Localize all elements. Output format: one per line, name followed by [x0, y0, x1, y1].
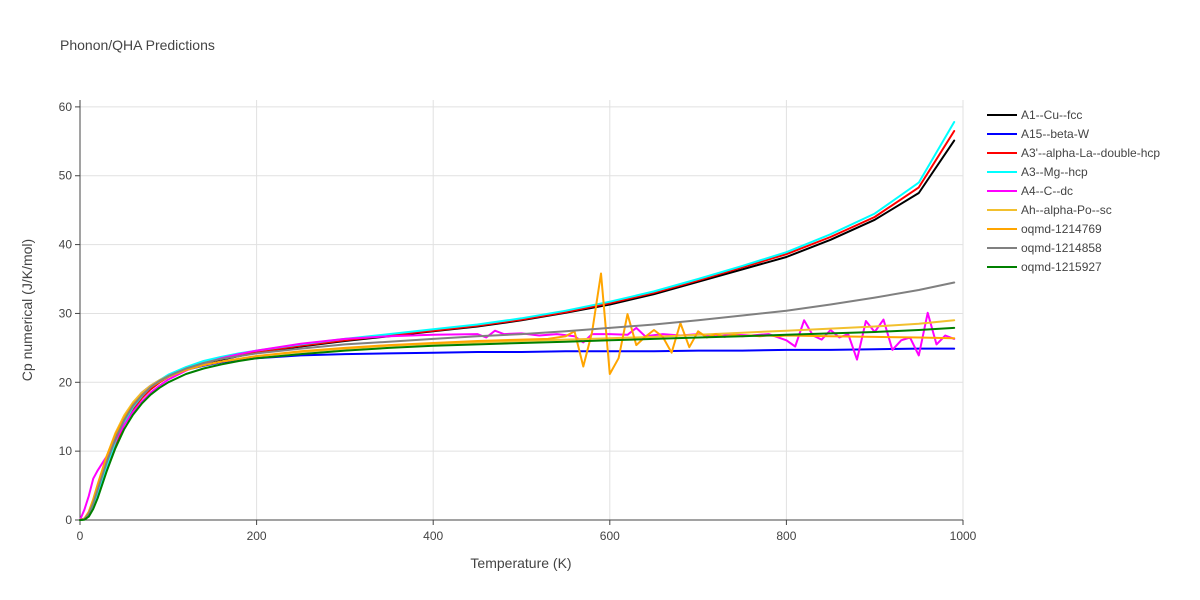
legend-item-a3-alpha-la-double-hcp[interactable]: A3'--alpha-La--double-hcp [987, 146, 1160, 160]
y-tick-label: 20 [59, 375, 73, 389]
legend-label: A3--Mg--hcp [1021, 165, 1088, 179]
y-tick-label: 0 [65, 513, 72, 527]
legend-item-oqmd-1215927[interactable]: oqmd-1215927 [987, 260, 1102, 274]
x-tick-label: 800 [776, 529, 796, 543]
x-tick-label: 1000 [950, 529, 977, 543]
legend-label: A15--beta-W [1021, 127, 1090, 141]
series-layer [79, 121, 956, 521]
y-tick-label: 60 [59, 100, 73, 114]
y-tick-label: 10 [59, 444, 73, 458]
legend-label: A3'--alpha-La--double-hcp [1021, 146, 1160, 160]
legend-label: Ah--alpha-Po--sc [1021, 203, 1112, 217]
legend-label: A1--Cu--fcc [1021, 108, 1082, 122]
y-tick-label: 40 [59, 238, 73, 252]
y-tick-label: 50 [59, 169, 73, 183]
chart-title: Phonon/QHA Predictions [60, 37, 215, 53]
legend-label: oqmd-1215927 [1021, 260, 1102, 274]
x-tick-label: 200 [247, 529, 267, 543]
legend-item-oqmd-1214858[interactable]: oqmd-1214858 [987, 241, 1102, 255]
y-tick-label: 30 [59, 306, 73, 320]
x-tick-label: 0 [77, 529, 84, 543]
x-axis-title: Temperature (K) [470, 555, 571, 571]
x-tick-label: 400 [423, 529, 443, 543]
legend-item-a3-mg-hcp[interactable]: A3--Mg--hcp [987, 165, 1088, 179]
legend-label: A4--C--dc [1021, 184, 1073, 198]
series-line-oqmd-1215927 [79, 326, 956, 521]
x-tick-label: 600 [600, 529, 620, 543]
legend-item-oqmd-1214769[interactable]: oqmd-1214769 [987, 222, 1102, 236]
series-line-oqmd-1214858 [79, 281, 956, 521]
legend-item-a15-beta-w[interactable]: A15--beta-W [987, 127, 1090, 141]
axes: 0 200 400 600 800 1000 0 10 20 30 40 50 60 [59, 100, 977, 543]
legend-item-ah-alpha-po-sc[interactable]: Ah--alpha-Po--sc [987, 203, 1112, 217]
legend-label: oqmd-1214858 [1021, 241, 1102, 255]
legend[interactable]: A1--Cu--fcc A15--beta-W A3'--alpha-La--dou… [987, 108, 1160, 274]
legend-label: oqmd-1214769 [1021, 222, 1102, 236]
y-axis-title: Cp numerical (J/K/mol) [19, 239, 35, 381]
legend-item-a1-cu-fcc[interactable]: A1--Cu--fcc [987, 108, 1082, 122]
legend-item-a4-c-dc[interactable]: A4--C--dc [987, 184, 1073, 198]
